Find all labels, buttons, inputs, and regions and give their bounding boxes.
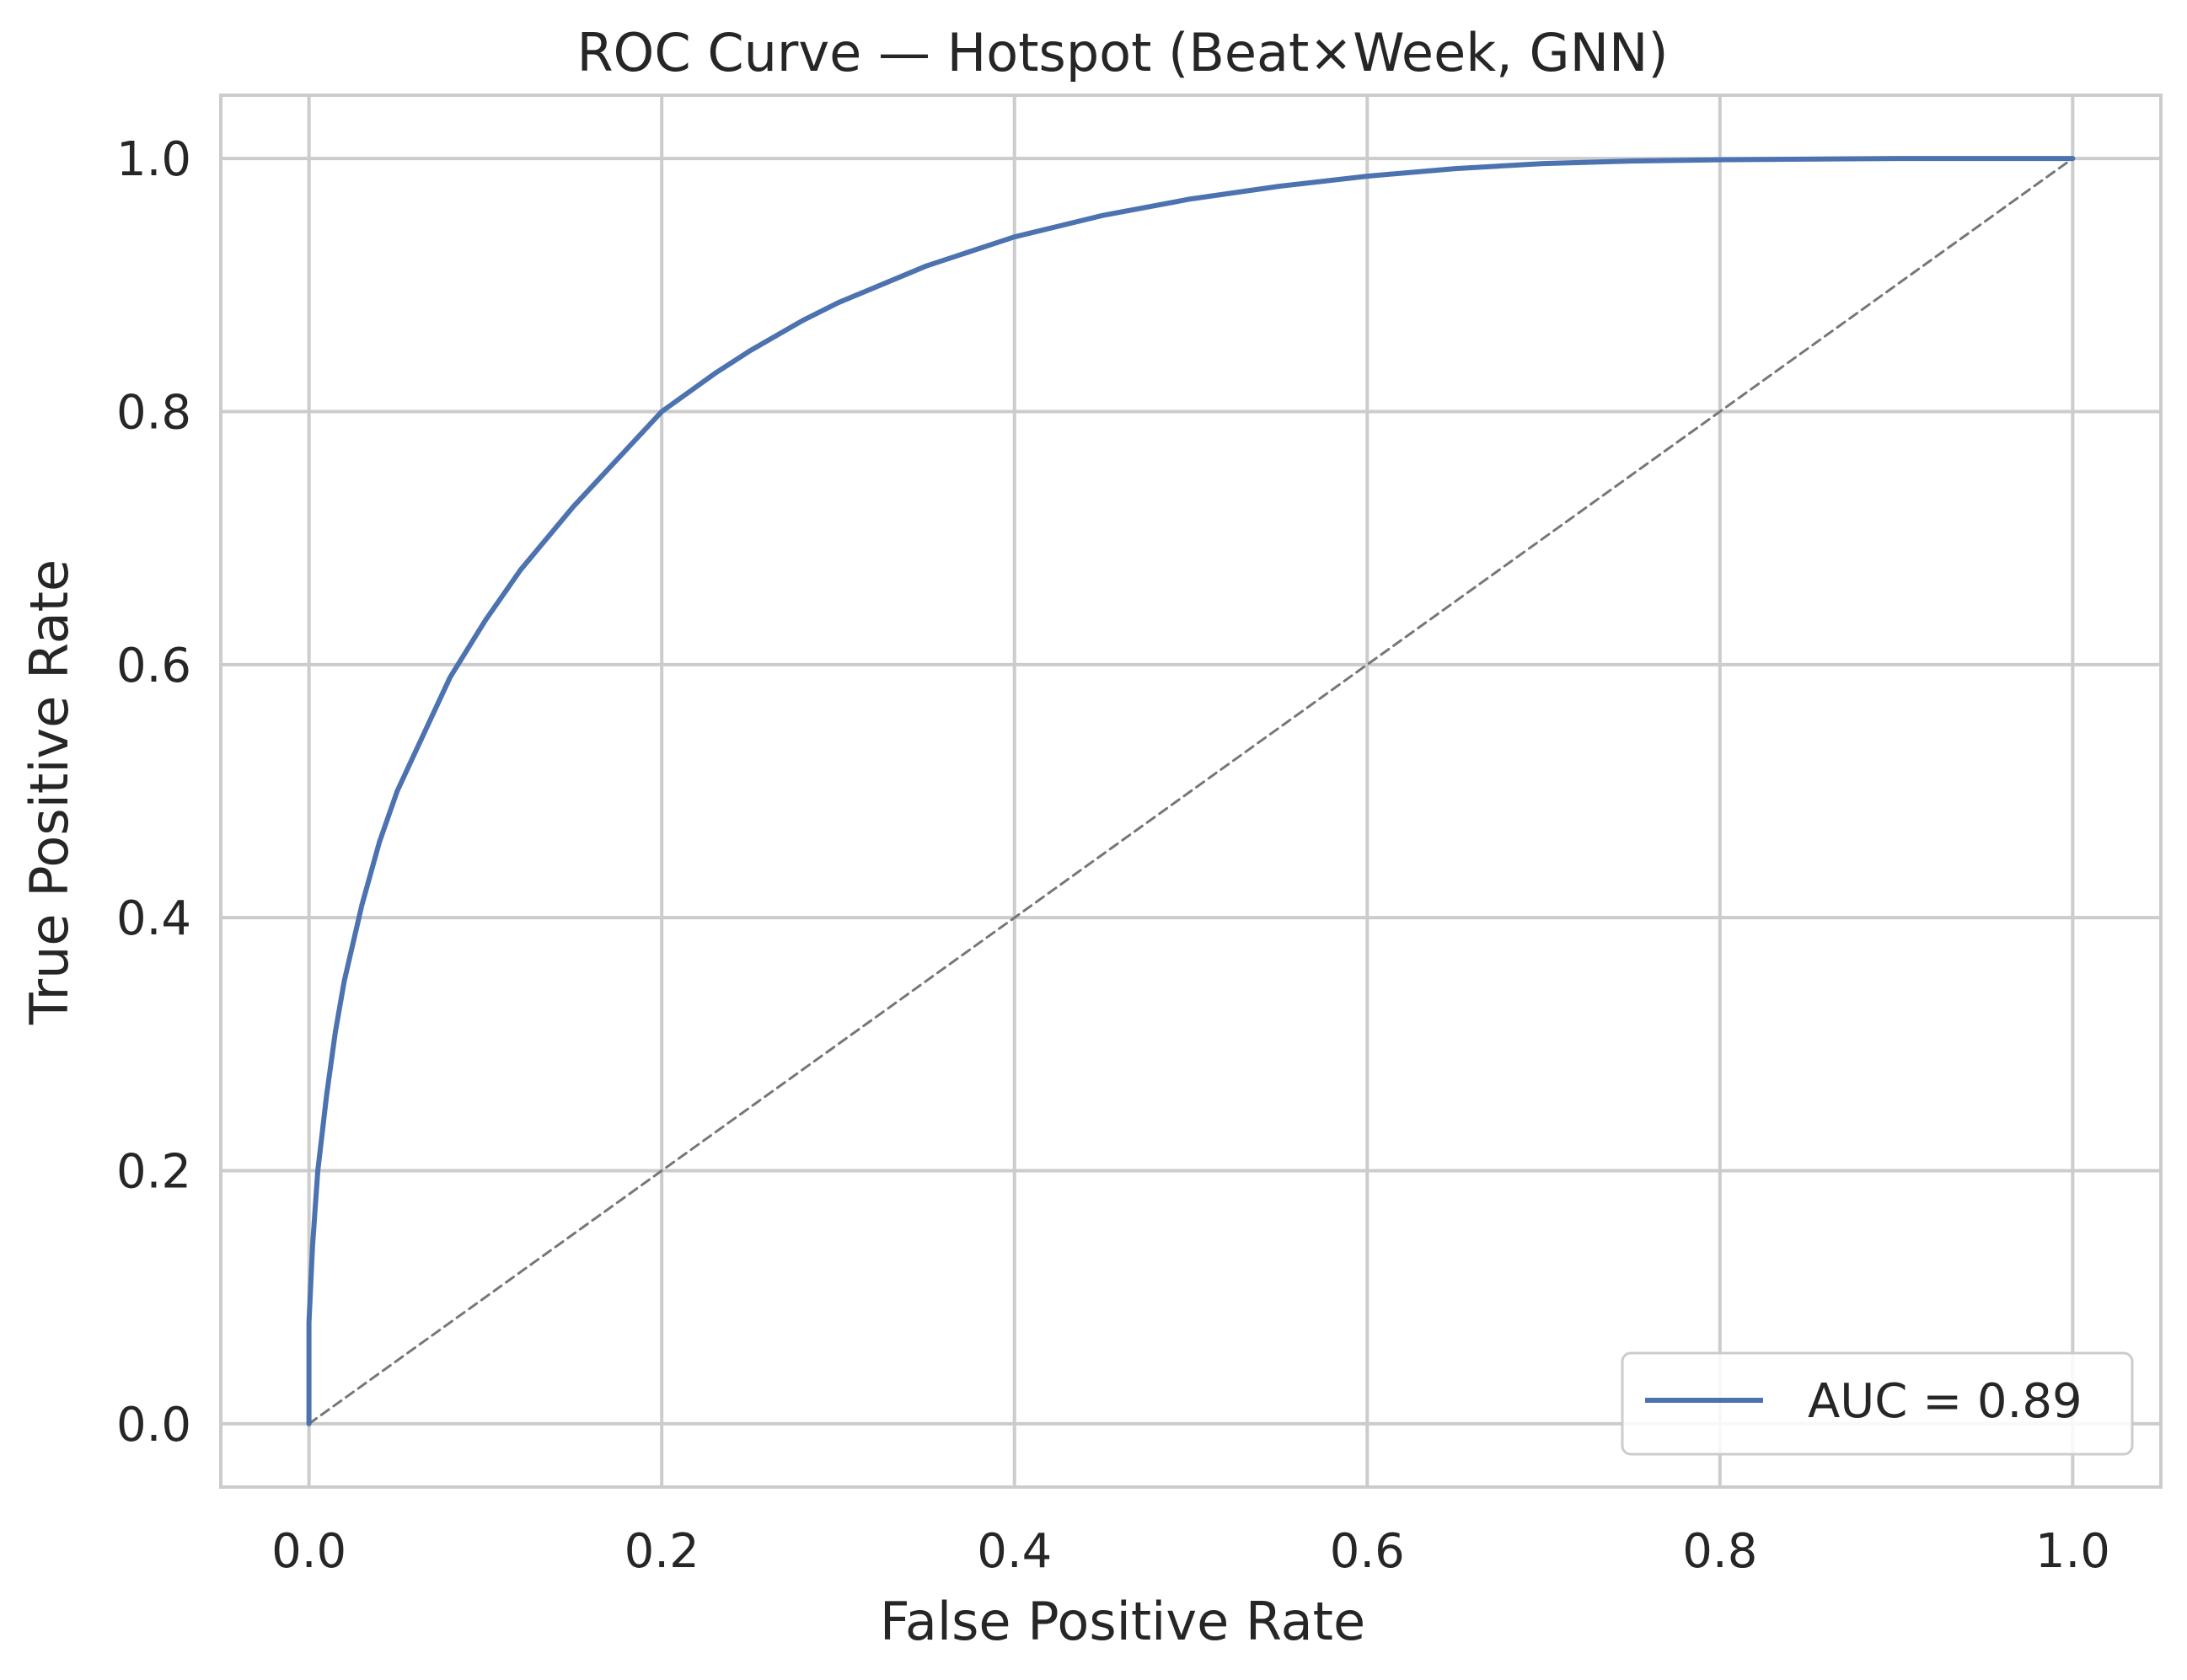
x-tick-label: 0.0 bbox=[271, 1524, 346, 1579]
roc-curve-line bbox=[306, 156, 2076, 1426]
y-tick-label: 0.8 bbox=[116, 385, 191, 440]
tick-labels: 0.0 0.2 0.4 0.6 0.8 1.0 0.0 0.2 0.4 0.6 0.8 1.0 bbox=[116, 132, 2110, 1579]
y-tick-label: 0.6 bbox=[116, 639, 191, 693]
x-tick-label: 1.0 bbox=[2035, 1524, 2110, 1579]
grid bbox=[221, 95, 2161, 1487]
legend-box bbox=[1621, 1351, 2134, 1456]
plot-frame bbox=[219, 94, 2163, 1489]
legend-entry-auc: AUC = 0.89 bbox=[1808, 1374, 2082, 1429]
series-group bbox=[306, 156, 2076, 1426]
chance-diagonal-line bbox=[308, 157, 2074, 1426]
y-tick-label: 0.4 bbox=[116, 891, 191, 946]
x-tick-label: 0.6 bbox=[1330, 1524, 1405, 1579]
x-axis-label: False Positive Rate bbox=[880, 1591, 1365, 1652]
y-axis-label: True Positive Rate bbox=[19, 559, 80, 1025]
chart-title: ROC Curve — Hotspot (Beat×Week, GNN) bbox=[576, 22, 1668, 83]
x-tick-label: 0.8 bbox=[1682, 1524, 1757, 1579]
y-tick-label: 1.0 bbox=[116, 132, 191, 187]
y-tick-label: 0.2 bbox=[116, 1145, 191, 1200]
x-tick-label: 0.4 bbox=[977, 1524, 1052, 1579]
legend: AUC = 0.89 bbox=[1621, 1351, 2134, 1456]
x-tick-label: 0.2 bbox=[624, 1524, 700, 1579]
y-tick-label: 0.0 bbox=[116, 1398, 191, 1453]
